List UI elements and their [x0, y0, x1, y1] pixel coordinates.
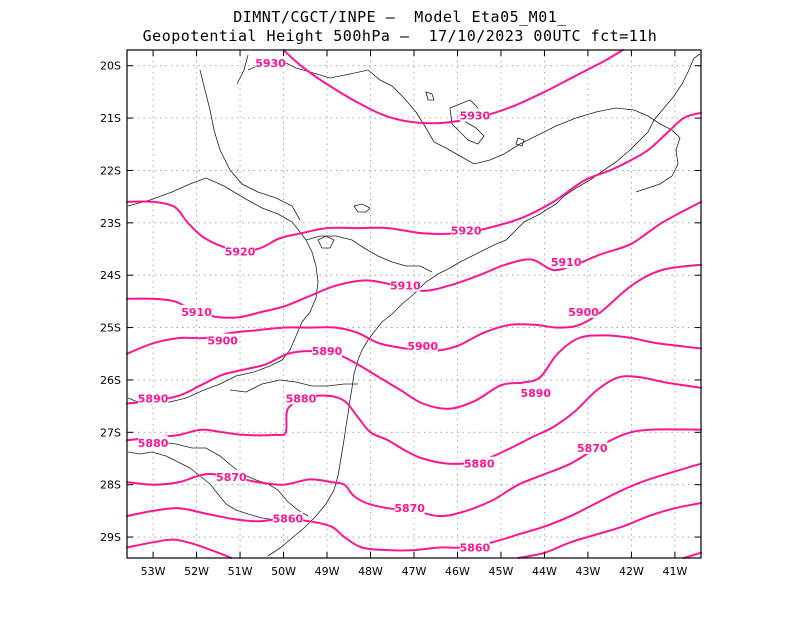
height-contours [126, 49, 702, 559]
contour-label: 5920 [451, 225, 482, 238]
contour-line-5850 [517, 502, 702, 559]
axis-ticks: 20S 21S 22S 23S 24S 25S 26S 27S 28S 29S 53W 52W 51W 5… [100, 50, 701, 578]
lat-tick-label: 24S [100, 269, 121, 282]
contour-label-background [568, 304, 599, 318]
lat-tick-label: 28S [100, 479, 121, 492]
contour-label-background [138, 391, 169, 405]
contour-label: 5860 [460, 542, 491, 555]
lon-tick-label: 48W [358, 565, 383, 578]
contour-label: 5870 [394, 502, 425, 515]
coastline-and-borders [127, 53, 701, 557]
contour-label-background [577, 441, 608, 455]
lat-tick-label: 22S [100, 164, 121, 177]
lake [425, 91, 435, 101]
state-border [199, 69, 301, 221]
lake [449, 99, 485, 145]
contour-label-background [272, 511, 303, 525]
state-border [305, 235, 433, 273]
contour-label: 5910 [551, 256, 582, 269]
state-border [236, 54, 249, 85]
lon-tick-label: 44W [532, 565, 557, 578]
contour-label: 5910 [181, 306, 212, 319]
lon-tick-label: 43W [576, 565, 601, 578]
contour-label-background [255, 56, 286, 70]
lon-tick-label: 41W [662, 565, 687, 578]
contour-label-background [181, 304, 212, 318]
contour-label-background [520, 386, 551, 400]
contour-label-background [225, 244, 256, 258]
state-border [229, 379, 358, 393]
lat-tick-label: 29S [100, 531, 121, 544]
contour-label-background [407, 338, 438, 352]
contour-label: 5900 [568, 306, 599, 319]
contour-label: 5890 [138, 392, 169, 405]
lat-tick-label: 21S [100, 112, 121, 125]
lon-tick-label: 42W [619, 565, 644, 578]
contour-label: 5880 [464, 458, 495, 471]
lat-lon-grid [127, 50, 701, 558]
contour-line-5890 [126, 334, 702, 410]
contour-label: 5890 [520, 387, 551, 400]
lat-tick-label: 25S [100, 322, 121, 335]
lon-tick-label: 46W [445, 565, 470, 578]
lake [515, 137, 525, 147]
lon-tick-label: 47W [402, 565, 427, 578]
lat-tick-label: 20S [100, 60, 121, 73]
contour-label: 5910 [390, 280, 421, 293]
contour-line-5930 [282, 49, 624, 125]
contour-label: 5920 [225, 246, 256, 259]
contour-label-background [459, 540, 490, 554]
contour-label-background [464, 456, 495, 470]
lat-tick-label: 26S [100, 374, 121, 387]
contour-label-background [312, 344, 343, 358]
contour-line-5850 [126, 538, 233, 559]
contour-label: 5870 [577, 442, 608, 455]
state-border [127, 239, 319, 405]
lat-tick-label: 27S [100, 426, 121, 439]
lon-tick-label: 52W [184, 565, 209, 578]
chart-title-line2: Geopotential Height 500hPa – 17/10/2023 … [142, 27, 658, 45]
state-border [247, 59, 681, 193]
contour-label-background [138, 435, 169, 449]
contour-label: 5900 [407, 340, 438, 353]
contour-label-background [207, 333, 238, 347]
contour-label: 5930 [255, 57, 286, 70]
lon-tick-label: 45W [489, 565, 514, 578]
state-border [127, 177, 307, 241]
contour-label-background [390, 278, 421, 292]
lat-tick-label: 23S [100, 217, 121, 230]
contour-label-background [216, 469, 247, 483]
contour-label: 5890 [312, 345, 343, 358]
lake [353, 203, 371, 213]
contour-label-background [451, 223, 482, 237]
chart-title-line1: DIMNT/CGCT/INPE – Model Eta05_M01_ [233, 8, 567, 26]
contour-line-5860 [126, 462, 702, 552]
lon-tick-label: 49W [315, 565, 340, 578]
lon-tick-label: 51W [228, 565, 253, 578]
lon-tick-label: 53W [141, 565, 166, 578]
coastline [267, 53, 701, 557]
contour-label: 5880 [138, 437, 169, 450]
lon-tick-label: 50W [271, 565, 296, 578]
contour-label-background [285, 391, 316, 405]
contour-label-background [551, 255, 582, 269]
state-border [127, 451, 292, 521]
contour-line-5840 [682, 551, 702, 559]
contour-label: 5900 [207, 335, 238, 348]
contour-line-5880 [126, 375, 702, 465]
contour-label-background [394, 501, 425, 515]
lake [317, 235, 335, 249]
contour-label: 5870 [216, 471, 247, 484]
contour-label: 5880 [286, 392, 317, 405]
contour-labels: 5930 5930 5920 5920 5910 5910 5910 5900 5900 5900… [138, 56, 608, 555]
contour-label-background [459, 108, 490, 122]
contour-label: 5930 [460, 109, 491, 122]
contour-line-5920 [126, 111, 702, 252]
contour-label: 5860 [273, 513, 304, 526]
